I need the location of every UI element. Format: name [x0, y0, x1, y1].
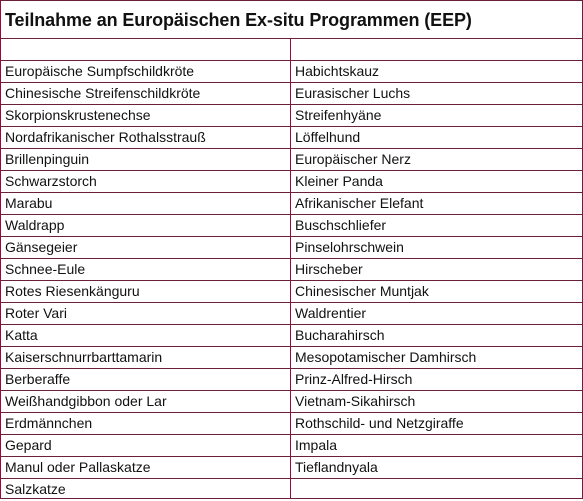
animal-name-left: Roter Vari — [5, 305, 67, 321]
table-row: Brillenpinguin Europäischer Nerz — [1, 149, 582, 171]
animal-name-right: Streifenhyäne — [295, 107, 382, 123]
animal-name-right: Kleiner Panda — [295, 173, 383, 189]
animal-name-left: Salzkatze — [5, 481, 66, 497]
animal-name-right: Waldrentier — [295, 305, 367, 321]
table-row: Gepard Impala — [1, 435, 582, 457]
table-row: Chinesische Streifenschildkröte Eurasisch… — [1, 83, 582, 105]
animal-name-right: Afrikanischer Elefant — [295, 195, 424, 211]
animal-name-left: Waldrapp — [5, 217, 65, 233]
table-row: Roter Vari Waldrentier — [1, 303, 582, 325]
animal-name-right: Hirscheber — [295, 261, 363, 277]
table-title: Teilnahme an Europäischen Ex-situ Progra… — [5, 10, 472, 30]
empty-header-row — [1, 39, 582, 61]
animal-name-right: Mesopotamischer Damhirsch — [295, 349, 477, 365]
table-row: Schwarzstorch Kleiner Panda — [1, 171, 582, 193]
table-row: Schnee-Eule Hirscheber — [1, 259, 582, 281]
table-body: Europäische Sumpfschildkröte Habichtskauz… — [1, 61, 582, 501]
animal-name-right: Chinesischer Muntjak — [295, 283, 429, 299]
table-title-bar: Teilnahme an Europäischen Ex-situ Progra… — [1, 1, 582, 39]
animal-name-left: Weißhandgibbon oder Lar — [5, 393, 167, 409]
table-row: Manul oder Pallaskatze Tieflandnyala — [1, 457, 582, 479]
animal-name-right: Prinz-Alfred-Hirsch — [295, 371, 413, 387]
table-row: Katta Bucharahirsch — [1, 325, 582, 347]
column-divider — [290, 39, 291, 498]
animal-name-right: Eurasischer Luchs — [295, 85, 411, 101]
table-row: Marabu Afrikanischer Elefant — [1, 193, 582, 215]
animal-name-right: Habichtskauz — [295, 63, 380, 79]
table-row: Rotes Riesenkänguru Chinesischer Muntjak — [1, 281, 582, 303]
animal-name-left: Katta — [5, 327, 38, 343]
animal-name-right: Europäischer Nerz — [295, 151, 411, 167]
animal-name-right: Rothschild- und Netzgiraffe — [295, 415, 464, 431]
animal-name-left: Brillenpinguin — [5, 151, 90, 167]
animal-name-left: Chinesische Streifenschildkröte — [5, 85, 201, 101]
table-row: Waldrapp Buschschliefer — [1, 215, 582, 237]
table-row: Nordafrikanischer Rothalsstrauß Löffelhun… — [1, 127, 582, 149]
table-row: Gänsegeier Pinselohrschwein — [1, 237, 582, 259]
animal-name-left: Nordafrikanischer Rothalsstrauß — [5, 129, 206, 145]
animal-name-right: Pinselohrschwein — [295, 239, 404, 255]
animal-name-right: Bucharahirsch — [295, 327, 385, 343]
table-row: Salzkatze — [1, 479, 582, 501]
animal-name-right: Impala — [295, 437, 338, 453]
animal-name-left: Erdmännchen — [5, 415, 93, 431]
animal-name-left: Gepard — [5, 437, 52, 453]
table-row: Weißhandgibbon oder Lar Vietnam-Sikahirsc… — [1, 391, 582, 413]
animal-name-left: Berberaffe — [5, 371, 71, 387]
table-row: Berberaffe Prinz-Alfred-Hirsch — [1, 369, 582, 391]
animal-name-left: Kaiserschnurrbarttamarin — [5, 349, 163, 365]
animal-name-right: Buschschliefer — [295, 217, 387, 233]
animal-name-left: Europäische Sumpfschildkröte — [5, 63, 195, 79]
animal-name-right: Löffelhund — [295, 129, 361, 145]
table-row: Erdmännchen Rothschild- und Netzgiraffe — [1, 413, 582, 435]
animal-name-left: Gänsegeier — [5, 239, 78, 255]
table-row: Skorpionskrustenechse Streifenhyäne — [1, 105, 582, 127]
animal-name-left: Schnee-Eule — [5, 261, 86, 277]
animal-name-left: Manul oder Pallaskatze — [5, 459, 151, 475]
table-row: Europäische Sumpfschildkröte Habichtskauz — [1, 61, 582, 83]
table-row: Kaiserschnurrbarttamarin Mesopotamischer … — [1, 347, 582, 369]
animal-name-right: Vietnam-Sikahirsch — [295, 393, 416, 409]
animal-name-right: Tieflandnyala — [295, 459, 378, 475]
animal-name-left: Marabu — [5, 195, 53, 211]
animal-name-left: Schwarzstorch — [5, 173, 97, 189]
animal-name-left: Skorpionskrustenechse — [5, 107, 151, 123]
animal-name-left: Rotes Riesenkänguru — [5, 283, 140, 299]
